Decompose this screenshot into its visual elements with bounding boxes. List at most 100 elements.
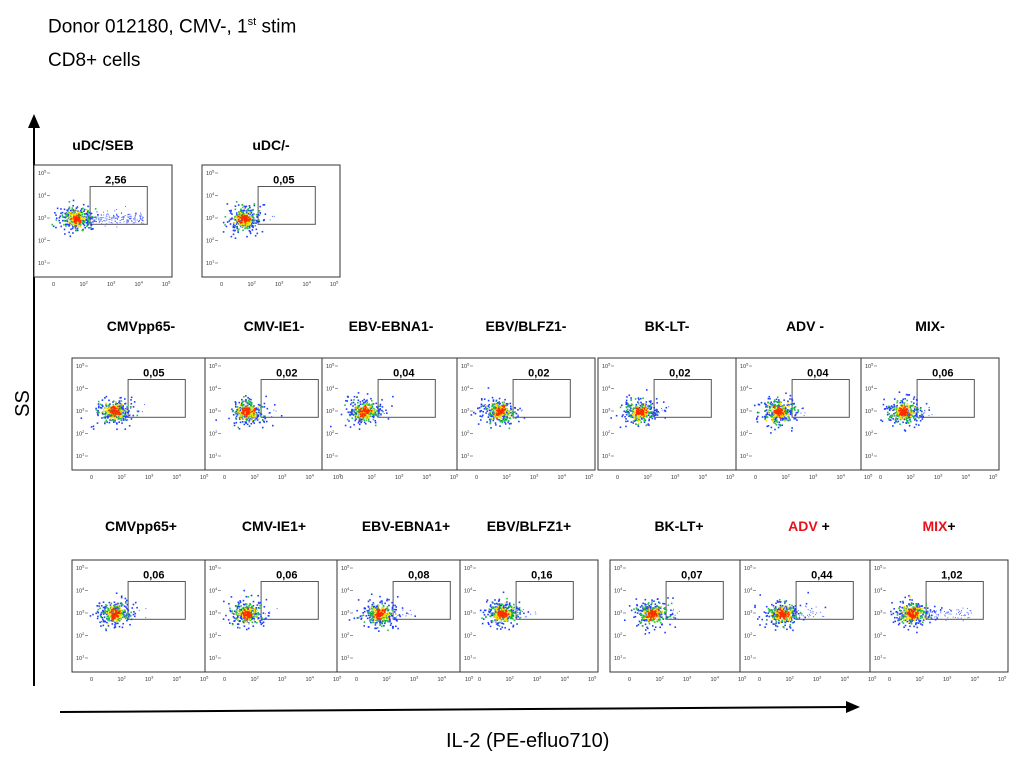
x-tick-label: 0 xyxy=(90,677,93,683)
event-dot xyxy=(355,408,358,411)
x-tick-exp: 5 xyxy=(870,473,873,478)
y-tick-exp: 3 xyxy=(467,407,470,412)
event-dot xyxy=(111,609,113,611)
event-dot xyxy=(773,411,775,414)
event-dot xyxy=(896,404,898,407)
event-dot xyxy=(250,407,253,410)
event-dot xyxy=(116,403,119,405)
event-dot xyxy=(244,620,246,622)
gate-value-label: 0,06 xyxy=(276,570,297,582)
x-tick-label: 102 xyxy=(118,675,127,684)
event-dot xyxy=(918,416,920,419)
event-dot xyxy=(781,415,784,418)
event-dot xyxy=(647,405,649,408)
event-dot xyxy=(891,415,894,417)
event-dot xyxy=(637,424,639,426)
event-dot xyxy=(340,413,343,416)
event-dot xyxy=(900,414,902,417)
event-dot xyxy=(377,407,379,409)
event-dot xyxy=(259,620,261,622)
event-dot xyxy=(109,403,111,405)
event-dot xyxy=(254,621,256,623)
event-dot xyxy=(72,232,74,234)
event-dot xyxy=(904,412,906,414)
event-dot xyxy=(136,219,138,221)
event-dot xyxy=(779,415,782,418)
y-tick-label: 105 xyxy=(76,564,85,573)
event-dot xyxy=(111,606,114,609)
event-dot xyxy=(86,225,88,228)
x-tick-exp: 5 xyxy=(206,473,209,478)
event-dot xyxy=(626,402,628,404)
event-dot xyxy=(117,613,120,616)
y-tick-label: 103 xyxy=(76,407,85,416)
event-dot xyxy=(637,408,639,411)
event-dot xyxy=(643,419,646,422)
event-dot xyxy=(654,418,656,420)
event-dot xyxy=(253,422,256,424)
event-dot xyxy=(787,405,790,407)
event-dot xyxy=(354,403,356,406)
event-dot xyxy=(244,412,246,415)
event-dot xyxy=(368,409,371,412)
event-dot xyxy=(915,419,918,422)
y-tick-exp: 1 xyxy=(871,452,874,457)
event-dot xyxy=(245,401,248,404)
event-dot xyxy=(245,609,247,612)
gate-rectangle xyxy=(260,379,319,418)
event-dot xyxy=(903,429,906,431)
event-dot xyxy=(241,608,243,611)
event-dot xyxy=(261,617,264,620)
event-dot xyxy=(76,213,78,216)
event-dot xyxy=(510,405,512,408)
event-dot xyxy=(632,413,635,415)
x-tick-label: 0 xyxy=(223,475,226,481)
y-tick-exp: 4 xyxy=(467,384,470,389)
event-dot xyxy=(263,219,265,221)
event-dot xyxy=(248,229,251,232)
event-dot xyxy=(222,221,225,224)
event-dot xyxy=(107,407,110,410)
event-dot xyxy=(238,416,241,419)
event-dot xyxy=(506,404,509,407)
event-dot xyxy=(782,413,785,415)
event-dot xyxy=(248,226,251,229)
event-dot xyxy=(640,415,643,418)
event-dot xyxy=(897,407,900,410)
event-dot xyxy=(115,592,118,595)
event-dot xyxy=(236,221,238,224)
event-dot xyxy=(649,405,651,408)
event-dot xyxy=(85,209,88,211)
event-dot xyxy=(890,407,893,410)
event-dot xyxy=(239,216,242,219)
event-dot xyxy=(915,412,918,415)
event-dot xyxy=(109,604,112,606)
event-dot xyxy=(240,415,243,417)
event-dot xyxy=(912,410,915,412)
event-dot xyxy=(493,412,496,414)
event-dot xyxy=(491,396,494,399)
y-tick-exp: 1 xyxy=(82,654,85,659)
event-dot xyxy=(100,220,102,222)
event-dot xyxy=(259,413,262,415)
event-dot xyxy=(245,415,248,418)
event-dot xyxy=(78,217,80,219)
event-dot xyxy=(127,609,130,612)
event-dot xyxy=(793,407,796,410)
event-dot xyxy=(495,412,498,415)
event-dot xyxy=(110,605,113,608)
event-dot xyxy=(245,223,248,226)
event-dot xyxy=(241,223,243,226)
event-dot xyxy=(251,410,253,413)
event-dot xyxy=(140,215,142,217)
event-dot xyxy=(84,216,86,219)
event-dot xyxy=(358,417,361,420)
event-dot xyxy=(243,603,246,606)
event-dot xyxy=(248,617,250,620)
event-dot xyxy=(629,415,632,418)
event-dot xyxy=(648,418,651,421)
event-dot xyxy=(242,609,244,611)
event-dot xyxy=(123,415,125,418)
